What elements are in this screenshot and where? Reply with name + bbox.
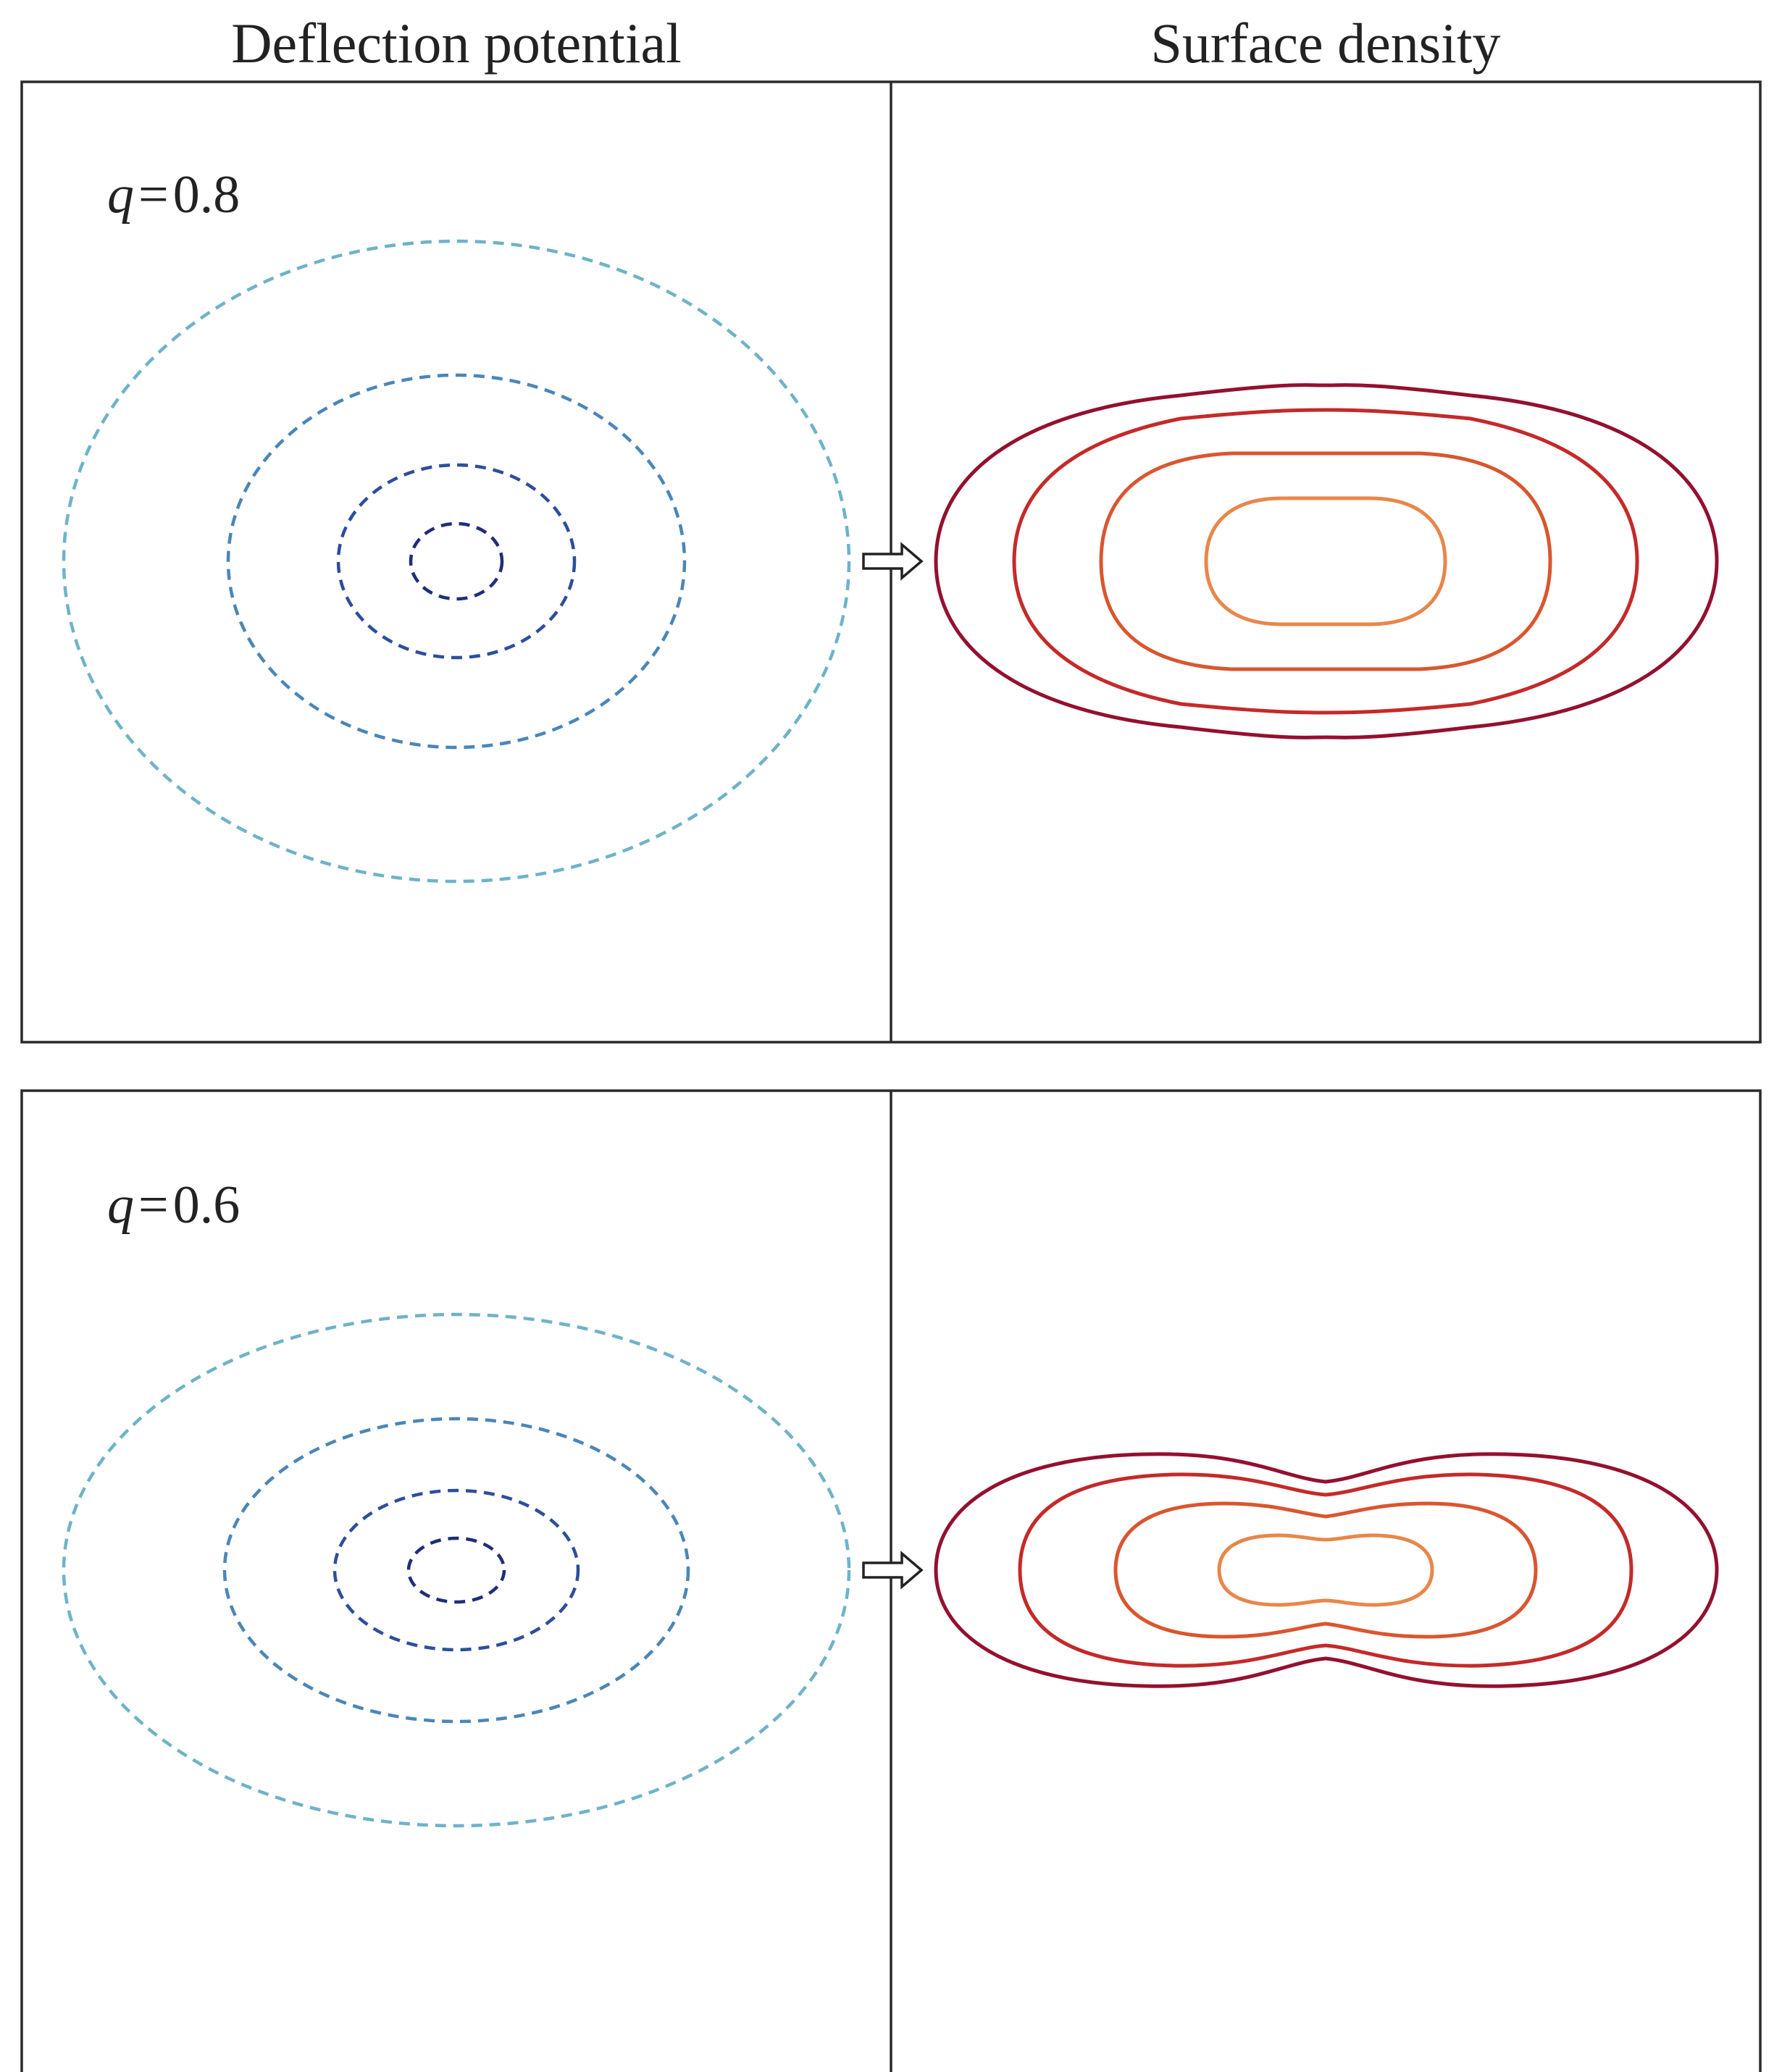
panel-bottom: q=0.6 <box>20 1089 1762 2072</box>
density-contour-mid-outer <box>1012 408 1639 715</box>
density-contour-inner <box>1217 1533 1434 1607</box>
potential-contours-top <box>62 239 851 884</box>
density-contour-mid-outer <box>1018 1472 1634 1668</box>
density-contours-bottom <box>934 1452 1719 1688</box>
density-contour-inner <box>1204 496 1447 626</box>
left-column-title: Deflection potential <box>231 12 682 75</box>
right-column-title: Surface density <box>1150 12 1500 75</box>
hollow-right-arrow-icon <box>862 542 924 581</box>
density-contours-top <box>934 383 1719 739</box>
q-label-bottom: q=0.6 <box>107 1175 240 1235</box>
density-contour-outer <box>934 1452 1719 1688</box>
potential-contour-mid-inner <box>332 1488 580 1652</box>
q-label-top: q=0.8 <box>107 165 240 225</box>
panel-top: q=0.8 <box>20 80 1762 1044</box>
potential-contour-outer <box>62 239 851 884</box>
density-contour-mid-inner <box>1113 1501 1538 1639</box>
density-contour-mid-inner <box>1099 451 1552 671</box>
density-contour-outer <box>934 383 1719 739</box>
potential-contour-inner <box>406 1536 506 1604</box>
potential-contour-inner <box>409 521 504 601</box>
potential-contour-mid-inner <box>336 463 577 660</box>
hollow-right-arrow-icon <box>862 1551 924 1590</box>
potential-contour-mid-outer <box>222 1417 690 1724</box>
potential-contours-bottom <box>62 1312 851 1828</box>
potential-contour-outer <box>62 1312 851 1828</box>
potential-contour-mid-outer <box>226 373 687 750</box>
